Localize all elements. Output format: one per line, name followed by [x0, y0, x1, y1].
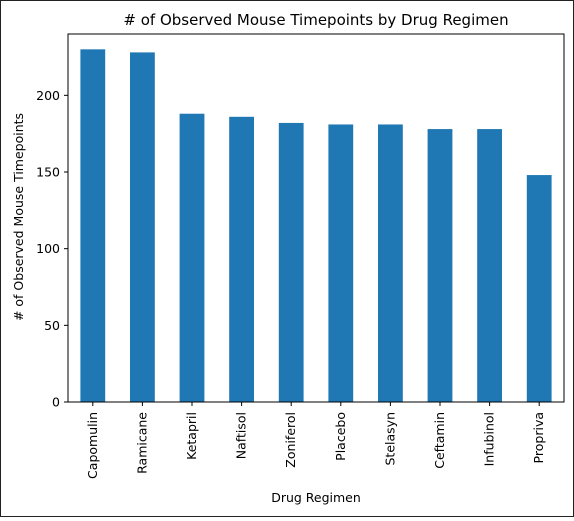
x-tick-label: Ramicane	[134, 412, 149, 474]
x-axis-label: Drug Regimen	[271, 490, 361, 505]
x-axis: Capomulin Ramicane Ketapril Naftisol Zonifer…	[85, 402, 546, 479]
bar-naftisol	[229, 116, 254, 403]
y-tick-label: 200	[36, 88, 60, 103]
bars-group	[80, 49, 552, 403]
x-tick-label: Placebo	[333, 412, 348, 461]
bar-capomulin	[80, 49, 106, 402]
y-tick-label: 150	[36, 165, 60, 180]
chart-title: # of Observed Mouse Timepoints by Drug R…	[123, 11, 508, 29]
y-tick-label: 0	[52, 395, 60, 410]
x-tick-label: Capomulin	[85, 412, 100, 479]
y-axis: 0 50 100 150 200	[36, 88, 68, 410]
bar-zoniferol	[278, 122, 304, 402]
bar-ramicane	[130, 52, 155, 403]
x-tick-label: Ceftamin	[432, 412, 447, 469]
bar-stelasyn	[378, 124, 403, 402]
x-tick-label: Stelasyn	[382, 412, 397, 466]
y-tick-label: 50	[44, 318, 60, 333]
bar-ceftamin	[427, 129, 453, 403]
bar-ketapril	[179, 113, 205, 402]
x-tick-label: Naftisol	[234, 412, 249, 459]
x-tick-label: Ketapril	[184, 412, 199, 460]
y-tick-label: 100	[36, 241, 60, 256]
plot-area	[67, 33, 565, 403]
y-axis-label: # of Observed Mouse Timepoints	[11, 113, 26, 321]
bar-propriva	[526, 175, 552, 402]
bar-infubinol	[477, 129, 502, 403]
x-tick-label: Zoniferol	[283, 412, 298, 468]
bar-placebo	[328, 124, 354, 402]
x-tick-label: Infubinol	[482, 412, 497, 466]
x-tick-label: Propriva	[531, 412, 546, 463]
